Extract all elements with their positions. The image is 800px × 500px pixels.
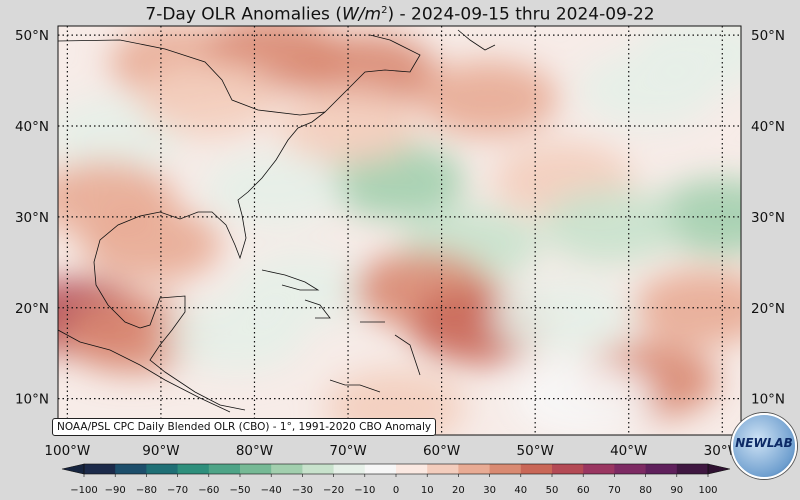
colorbar-tick-label: 100 — [698, 485, 717, 496]
anomaly-blob-20 — [493, 278, 634, 355]
colorbar-swatch — [520, 464, 553, 474]
anomaly-blob-17 — [231, 251, 372, 328]
colorbar-min-arrow — [61, 463, 85, 475]
colorbar-max-arrow — [707, 463, 731, 475]
lat-label-left: 40°N — [15, 119, 49, 135]
colorbar-swatch — [489, 464, 522, 474]
colorbar-tick-label: −60 — [198, 485, 219, 496]
colorbar-swatch — [208, 464, 241, 474]
lat-label-right: 20°N — [751, 301, 785, 317]
pacific-coast — [58, 329, 231, 413]
colorbar: −100 −90 −80 −70 −60 −50 −40 −30 −20 −10 0 10 20 30 40… — [61, 463, 731, 496]
colorbar-swatch — [458, 464, 491, 474]
colorbar-swatch — [302, 464, 335, 474]
anomaly-blob-25 — [203, 151, 344, 228]
axis-labels: 100°W 90°W 80°W 70°W 60°W 50°W 40°W 30°W50°N 50°… — [15, 28, 785, 459]
map-title: 7-Day OLR Anomalies (W/m2) - 2024-09-15 … — [145, 4, 655, 25]
data-credit-box: NOAA/PSL CPC Daily Blended OLR (CBO) - 1… — [52, 418, 437, 436]
lat-label-right: 40°N — [751, 119, 785, 135]
hispaniola — [304, 299, 331, 319]
colorbar-tick-label: 90 — [670, 485, 683, 496]
anomaly-blob-4 — [137, 60, 278, 137]
colorbar-tick-label: −10 — [354, 485, 375, 496]
lat-label-left: 50°N — [15, 28, 49, 44]
coastlines — [58, 29, 496, 413]
anomaly-blob-11 — [633, 26, 741, 92]
anomaly-blob-15 — [62, 297, 203, 374]
lat-label-left: 20°N — [15, 301, 49, 317]
newlab-logo: NEWLAB — [731, 413, 797, 479]
lat-label-right: 30°N — [751, 210, 785, 226]
lat-label-left: 30°N — [15, 210, 49, 226]
anomaly-blob-27 — [418, 60, 559, 137]
colorbar-tick-label: −50 — [229, 485, 250, 496]
lon-label: 80°W — [236, 443, 273, 459]
lon-label: 100°W — [44, 443, 90, 459]
colorbar-tick-label: 50 — [546, 485, 559, 496]
colorbar-tick-label: −90 — [105, 485, 126, 496]
colorbar-tick-label: −20 — [323, 485, 344, 496]
colorbar-tick-label: 70 — [608, 485, 621, 496]
colorbar-swatch — [427, 464, 459, 474]
colorbar-swatch — [676, 464, 709, 474]
colorbar-swatch — [396, 464, 428, 474]
colorbar-tick-label: 60 — [577, 485, 590, 496]
colorbar-tick-label: −100 — [70, 485, 97, 496]
colorbar-tick-label: 10 — [421, 485, 434, 496]
cuba — [261, 269, 320, 291]
colorbar-swatch — [614, 464, 647, 474]
lon-label: 40°W — [610, 443, 647, 459]
colorbar-swatch — [146, 464, 179, 474]
colorbar-tick-label: 40 — [514, 485, 527, 496]
colorbar-tick-label: 20 — [452, 485, 465, 496]
lon-label: 60°W — [423, 443, 460, 459]
colorbar-swatch — [645, 464, 678, 474]
colorbar-tick-label: −30 — [292, 485, 313, 496]
graticule — [58, 26, 741, 435]
anomaly-blob-22 — [633, 269, 741, 346]
colorbar-swatch — [333, 464, 366, 474]
colorbar-swatch — [84, 464, 116, 474]
anomaly-blob-9 — [540, 187, 681, 264]
colorbar-swatch — [364, 464, 397, 474]
south-america-north — [329, 379, 381, 393]
lon-label: 90°W — [142, 443, 179, 459]
colorbar-swatch — [583, 464, 615, 474]
lat-label-left: 10°N — [15, 392, 49, 408]
colorbar-swatch — [115, 464, 147, 474]
us-gulf-mexico-coast — [93, 111, 326, 411]
lat-label-right: 10°N — [751, 392, 785, 408]
colorbar-swatch — [271, 464, 303, 474]
lon-label: 70°W — [329, 443, 366, 459]
lon-label: 50°W — [517, 443, 554, 459]
colorbar-tick-label: 30 — [483, 485, 496, 496]
great-lakes-canada-coast — [58, 34, 421, 116]
anomaly-field — [58, 26, 741, 435]
colorbar-tick-label: −80 — [136, 485, 157, 496]
lesser-antilles — [394, 334, 421, 376]
colorbar-swatch — [240, 464, 272, 474]
colorbar-swatch — [177, 464, 210, 474]
anomaly-blob-13 — [58, 160, 175, 237]
colorbar-tick-label: −70 — [167, 485, 188, 496]
colorbar-tick-label: −40 — [261, 485, 282, 496]
lat-label-right: 50°N — [751, 28, 785, 44]
colorbar-tick-label: 80 — [639, 485, 652, 496]
colorbar-tick-label: 0 — [393, 485, 399, 496]
colorbar-swatch — [552, 464, 584, 474]
anomaly-blob-23 — [511, 360, 652, 435]
